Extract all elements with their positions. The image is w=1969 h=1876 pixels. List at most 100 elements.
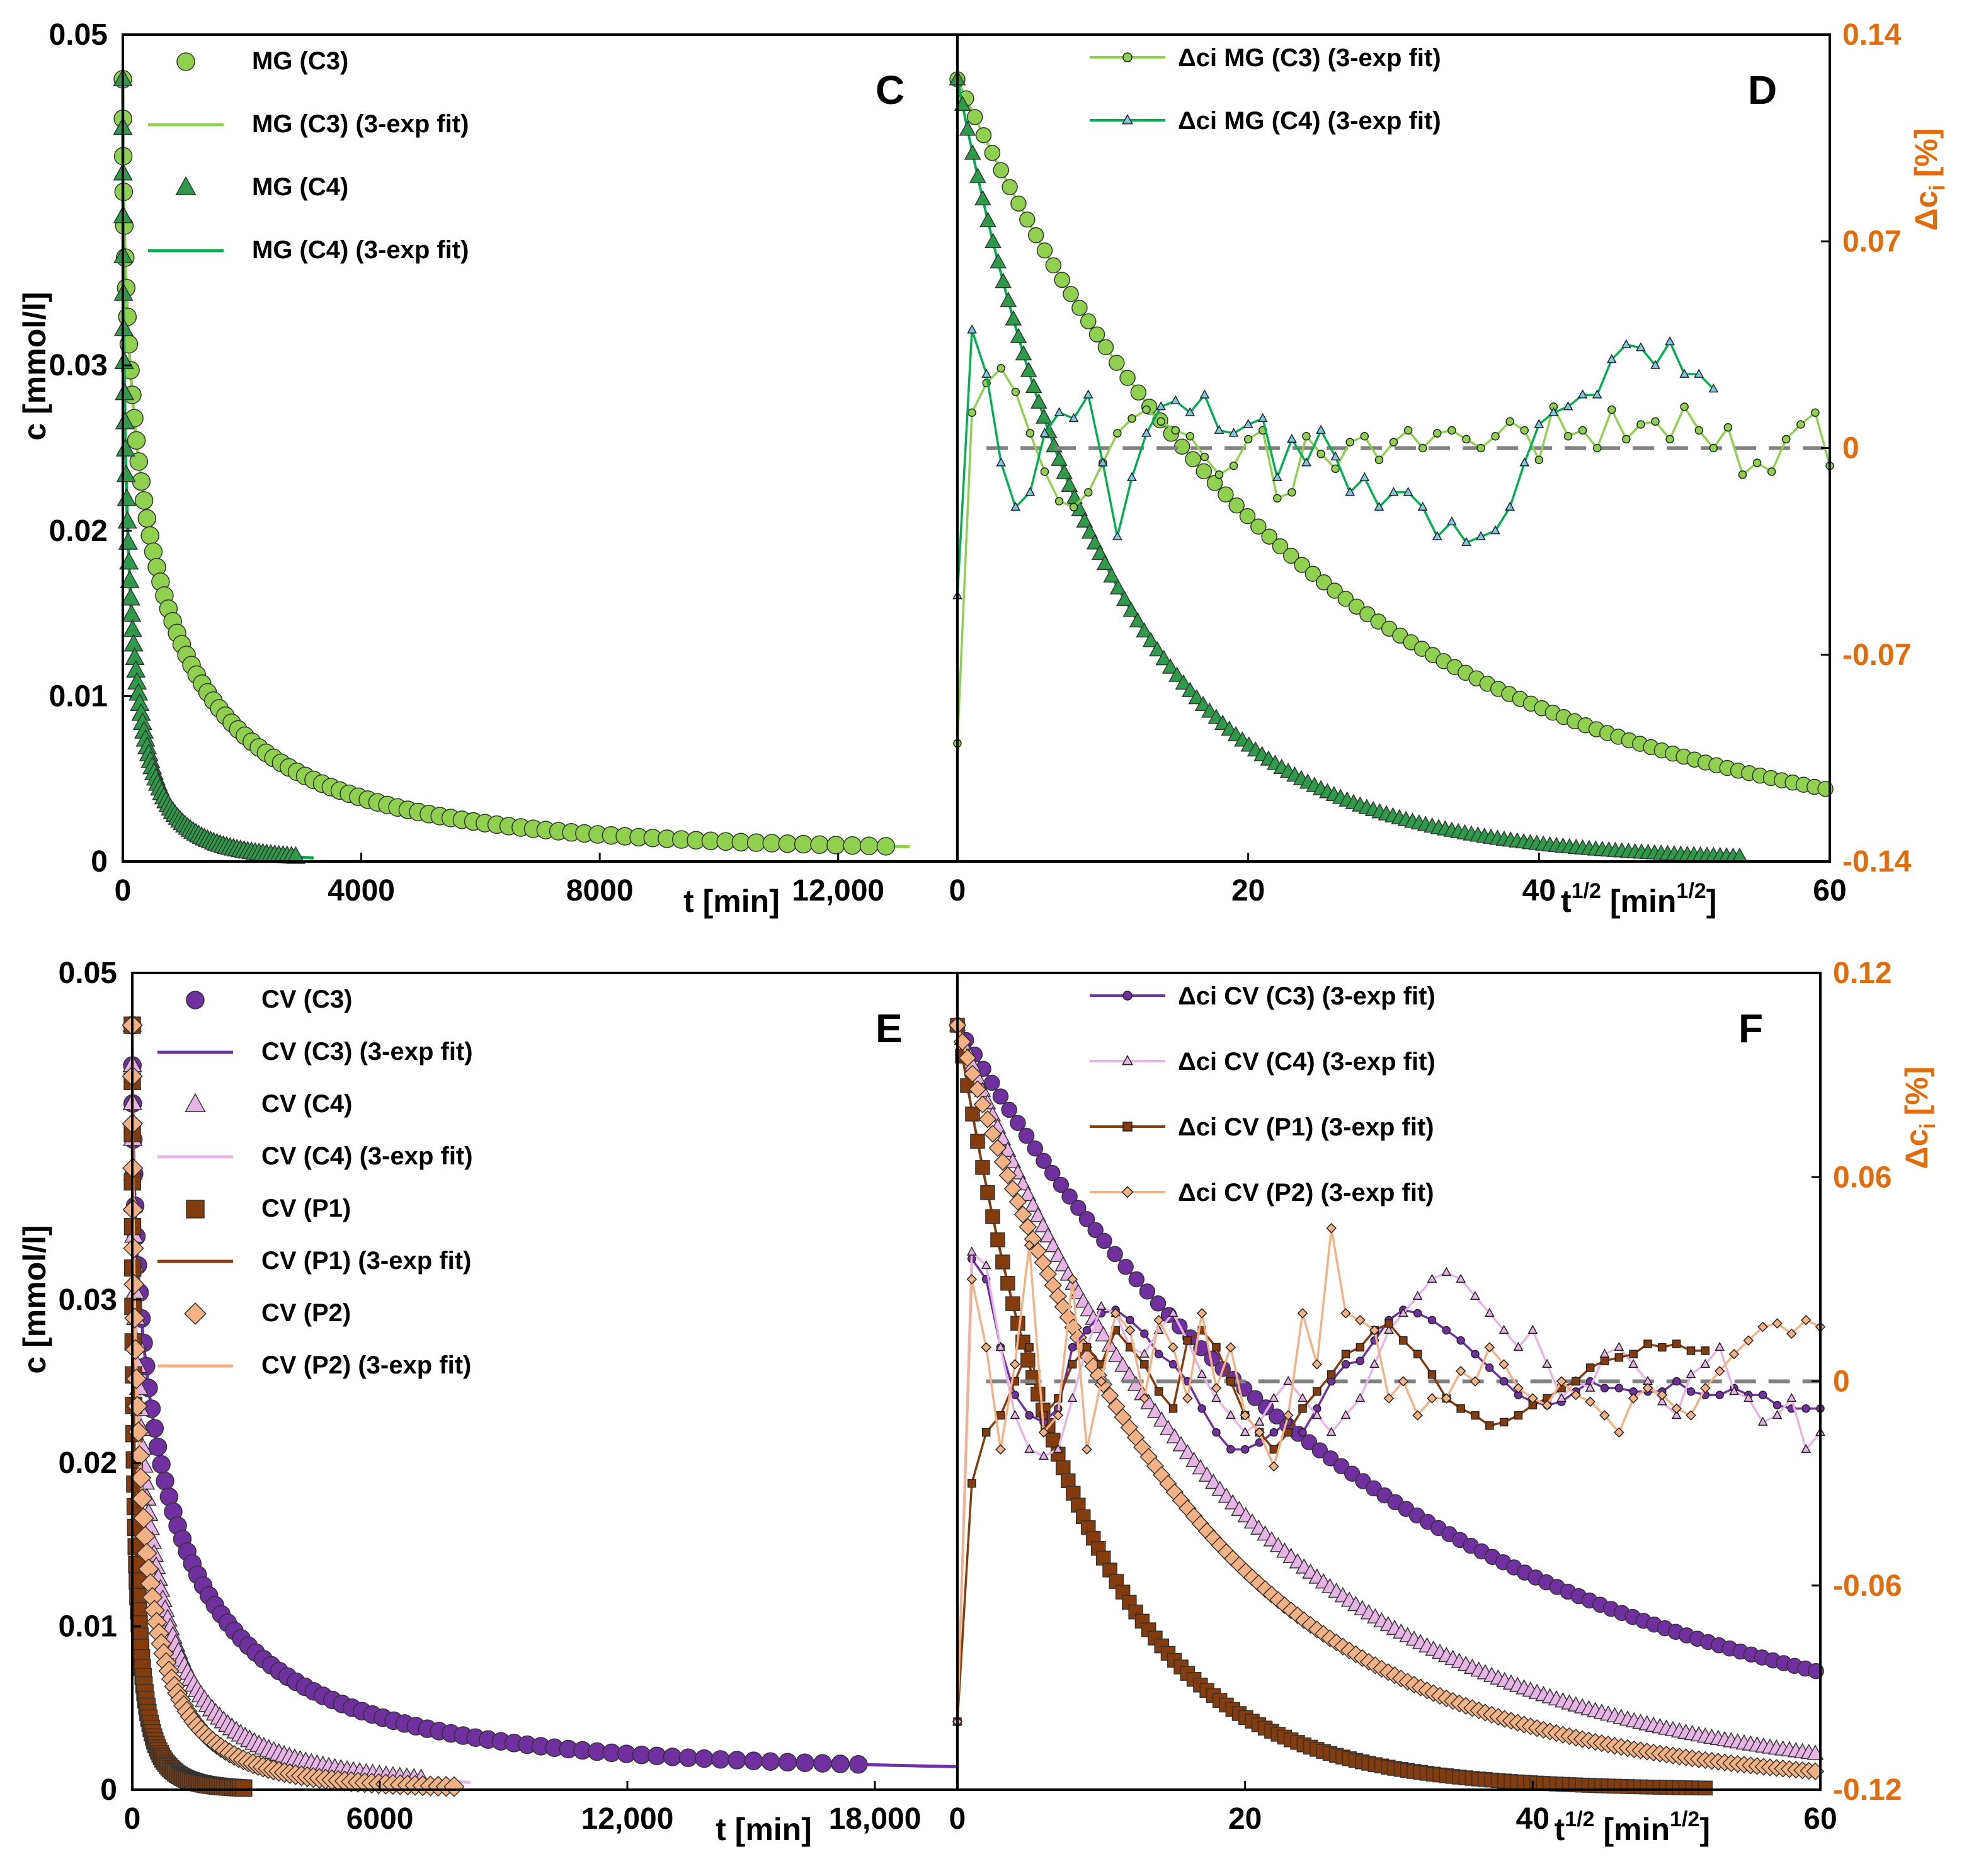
data-point — [1322, 1450, 1339, 1467]
plot-frame — [131, 972, 959, 1791]
residual-point — [1800, 1314, 1812, 1326]
residual-point — [1786, 1328, 1797, 1339]
legend-label: Δci CV (C3) (3-exp fit) — [1178, 982, 1435, 1010]
data-point — [695, 1749, 714, 1768]
x-tick-label: 0 — [949, 1802, 966, 1836]
residual-point — [1527, 1324, 1538, 1334]
residual-point — [1257, 412, 1268, 423]
data-point — [796, 1753, 814, 1772]
residual-point — [1359, 472, 1370, 481]
residual-point — [1498, 1324, 1509, 1334]
residual-point — [1456, 1273, 1466, 1283]
y-right-axis-label-unit: [%] — [1899, 1067, 1934, 1116]
legend-label: MG (C4) — [252, 173, 348, 201]
residual-point — [1283, 1375, 1294, 1385]
data-point — [1149, 640, 1166, 657]
residual-point — [1490, 525, 1500, 535]
data-point — [1122, 601, 1140, 617]
residual-point — [1432, 531, 1442, 540]
residual-point — [1096, 1300, 1107, 1310]
data-point — [115, 438, 135, 457]
residual-point — [1680, 402, 1689, 411]
legend-swatch-marker — [1122, 1055, 1133, 1066]
residual-point — [1269, 1428, 1279, 1437]
residual-point — [1505, 417, 1514, 426]
data-point — [1078, 1211, 1095, 1227]
residual-point — [1330, 451, 1341, 461]
data-point — [1103, 567, 1121, 583]
data-point — [984, 145, 1001, 161]
residual-point — [1025, 429, 1035, 438]
residual-point — [1326, 1223, 1337, 1234]
residual-point — [1154, 1387, 1163, 1396]
residual-point — [1298, 1404, 1307, 1413]
data-point — [810, 835, 829, 855]
y-right-tick-label: -0.07 — [1842, 639, 1911, 672]
y-tick-label: 0.05 — [49, 18, 108, 52]
y-right-tick-label: -0.14 — [1842, 845, 1912, 878]
residual-point — [1585, 1382, 1595, 1392]
residual-point — [1412, 1410, 1423, 1421]
residual-point — [1757, 1321, 1768, 1333]
residual-point — [1069, 503, 1078, 512]
data-point — [1019, 1185, 1037, 1202]
residual-point — [1786, 1392, 1797, 1402]
residual-point — [1024, 1240, 1035, 1251]
residual-point — [1513, 1341, 1524, 1351]
residual-point — [1412, 1290, 1423, 1300]
residual-point — [1355, 1392, 1366, 1402]
x-tick-label: 60 — [1813, 874, 1846, 907]
residual-point — [1679, 368, 1690, 378]
data-point — [1262, 1585, 1281, 1604]
residual-point — [1054, 497, 1064, 506]
residual-point — [1211, 1392, 1221, 1402]
legend-swatch-marker — [1122, 52, 1133, 62]
residual-point — [1614, 1427, 1624, 1438]
residual-point — [1141, 428, 1151, 437]
data-point — [117, 511, 137, 529]
legend-swatch — [175, 176, 197, 195]
data-point — [993, 162, 1009, 179]
residual-point — [1113, 429, 1122, 438]
data-point — [965, 1106, 980, 1122]
data-point — [122, 619, 143, 637]
residual-point — [1513, 1383, 1524, 1394]
x-axis-label-unit: [min — [1604, 1812, 1670, 1847]
y-tick-label: 0.01 — [49, 679, 108, 713]
data-point — [813, 1754, 832, 1773]
legend: MG (C3) MG (C3) (3-exp fit) MG (C4) MG (C4)… — [148, 47, 469, 264]
x-axis-label-unit-sup: 1/2 — [1676, 879, 1706, 903]
data-point — [1172, 1436, 1190, 1452]
data-point — [1091, 544, 1109, 560]
residual-point — [1636, 420, 1645, 429]
residual-point — [1010, 501, 1021, 511]
residual-point — [1226, 1377, 1235, 1386]
residual-point — [1563, 431, 1573, 441]
data-point — [124, 1307, 146, 1329]
data-point — [1056, 463, 1073, 479]
y-axis-label: c [mmol/l] — [17, 292, 52, 440]
data-point — [1088, 326, 1105, 343]
x-axis-label-close: ] — [1699, 1812, 1710, 1847]
residual-point — [1039, 428, 1050, 437]
residual-point — [1211, 1383, 1222, 1394]
data-point — [1054, 1256, 1072, 1271]
data-point — [1155, 650, 1173, 666]
data-point — [990, 1232, 1005, 1248]
residual-point — [1254, 1427, 1265, 1438]
data-point — [1045, 257, 1062, 274]
residual-point — [1225, 1342, 1236, 1353]
residual-point — [1772, 1409, 1783, 1419]
residual-point — [1738, 470, 1747, 479]
residual-point — [1153, 1314, 1164, 1326]
panel-c: 0 0.01 0.02 0.03 0.05 0 4000 8000 12,000 t [min] c… — [17, 18, 959, 919]
data-point — [1080, 313, 1097, 329]
residual-point — [1427, 1370, 1437, 1379]
data-point — [1160, 1419, 1177, 1435]
residual-point — [1214, 424, 1224, 434]
residual-point — [1140, 1329, 1149, 1338]
data-point — [762, 834, 782, 853]
residual-point — [967, 408, 976, 417]
residual-point — [1156, 417, 1165, 426]
residual--ci-mg-c4-3-exp-fit- — [952, 324, 1719, 600]
